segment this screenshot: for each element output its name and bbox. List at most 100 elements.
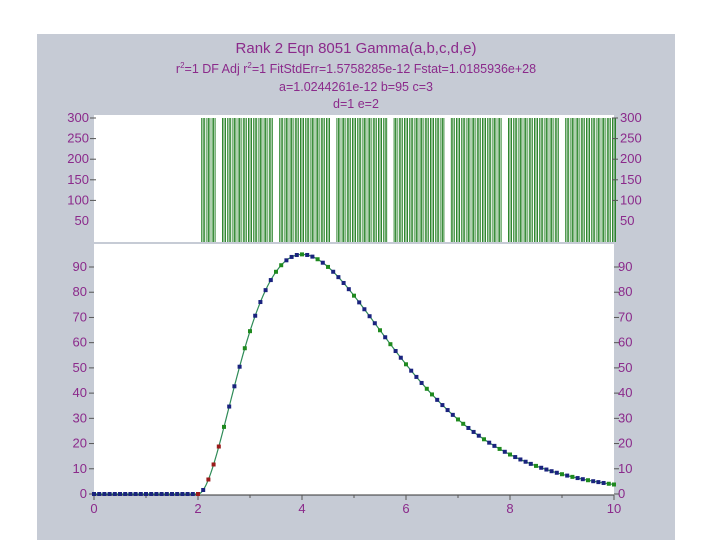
data-point xyxy=(227,404,232,409)
data-point xyxy=(445,408,450,413)
residual-y-tick-label-left: 100 xyxy=(67,192,89,207)
y-tick-label-right: 30 xyxy=(618,410,632,425)
data-point xyxy=(482,437,486,442)
data-point xyxy=(570,474,575,479)
data-point xyxy=(222,424,226,429)
data-point xyxy=(372,321,377,326)
data-point xyxy=(586,478,590,483)
data-point xyxy=(596,480,601,485)
data-point xyxy=(367,314,372,319)
data-point xyxy=(138,492,143,496)
data-point xyxy=(466,425,471,430)
data-point xyxy=(414,374,419,379)
y-tick-label-left: 30 xyxy=(73,410,87,425)
data-point xyxy=(606,481,611,486)
data-point xyxy=(170,492,174,496)
residual-y-tick-label-left: 300 xyxy=(67,110,89,125)
stats-r2-prefix: r xyxy=(175,62,181,77)
residual-y-tick-label-right: 200 xyxy=(620,151,642,166)
residual-y-tick-label-left: 250 xyxy=(67,131,89,146)
data-point xyxy=(248,329,252,334)
data-point xyxy=(471,429,476,434)
fit-statistics: r2=1 DF Adj r2=1 FitStdErr=1.5758285e-12… xyxy=(37,61,675,76)
data-point xyxy=(357,300,362,305)
x-tick-label: 8 xyxy=(506,501,513,516)
y-tick-label-left: 10 xyxy=(73,461,87,476)
data-point xyxy=(565,473,570,478)
residual-y-tick-label-right: 50 xyxy=(620,213,634,228)
data-point xyxy=(575,476,580,481)
x-tick-label: 0 xyxy=(90,501,97,516)
data-point xyxy=(518,457,523,462)
data-point xyxy=(144,492,148,496)
data-point xyxy=(289,254,294,259)
data-point xyxy=(502,449,507,454)
y-tick-label-left: 90 xyxy=(73,259,87,274)
data-point xyxy=(102,492,107,496)
x-tick-label: 6 xyxy=(402,501,409,516)
data-point xyxy=(492,443,497,448)
data-point xyxy=(92,492,96,496)
data-point xyxy=(211,462,216,467)
data-point xyxy=(253,313,258,318)
data-point xyxy=(118,492,122,496)
data-point xyxy=(580,477,585,482)
data-point xyxy=(560,472,564,477)
parameter-line-2: d=1 e=2 xyxy=(333,97,379,111)
stats-adj-sup: 2 xyxy=(247,61,252,70)
data-point xyxy=(97,492,102,496)
data-point xyxy=(378,328,382,333)
y-tick-label-right: 20 xyxy=(618,436,632,451)
y-tick-label-right: 50 xyxy=(618,360,632,375)
data-point xyxy=(300,252,304,257)
main-plot-background xyxy=(94,244,614,495)
data-point xyxy=(440,403,445,408)
y-tick-label-left: 70 xyxy=(73,309,87,324)
y-tick-label-right: 70 xyxy=(618,309,632,324)
data-point xyxy=(424,386,429,391)
data-point xyxy=(123,492,128,496)
data-point xyxy=(497,446,502,451)
data-point xyxy=(196,492,200,496)
data-point xyxy=(242,346,247,351)
data-point xyxy=(154,492,159,496)
data-point xyxy=(383,335,388,340)
data-point xyxy=(398,355,403,360)
x-tick-label: 4 xyxy=(298,501,305,516)
data-point xyxy=(206,477,211,482)
y-tick-label-left: 20 xyxy=(73,436,87,451)
data-point xyxy=(274,269,278,274)
x-tick-label: 10 xyxy=(607,501,621,516)
data-point xyxy=(612,482,616,487)
data-point xyxy=(180,492,185,496)
data-point xyxy=(190,492,195,496)
y-tick-label-left: 60 xyxy=(73,335,87,350)
data-point xyxy=(294,253,299,258)
y-tick-label-right: 80 xyxy=(618,284,632,299)
residual-y-tick-label-right: 300 xyxy=(620,110,642,125)
residual-y-tick-label-left: 150 xyxy=(67,172,89,187)
data-point xyxy=(346,287,351,292)
data-point xyxy=(107,492,112,496)
y-tick-label-left: 0 xyxy=(80,486,87,501)
y-tick-label-right: 60 xyxy=(618,335,632,350)
data-point xyxy=(216,444,221,449)
data-point xyxy=(601,480,606,485)
data-point xyxy=(409,368,414,373)
data-point xyxy=(331,269,336,274)
data-point xyxy=(263,288,268,293)
residual-y-tick-label-right: 150 xyxy=(620,172,642,187)
data-point xyxy=(133,492,138,496)
data-point xyxy=(487,440,492,445)
stats-r2-sup: 2 xyxy=(180,61,185,70)
y-tick-label-left: 40 xyxy=(73,385,87,400)
stats-rest: =1 FitStdErr=1.5758285e-12 Fstat=1.01859… xyxy=(251,62,537,77)
data-point xyxy=(305,252,310,257)
data-point xyxy=(461,421,466,426)
chart-title: Rank 2 Eqn 8051 Gamma(a,b,c,d,e) xyxy=(235,40,477,57)
data-point xyxy=(175,492,180,496)
data-point xyxy=(326,264,330,269)
data-point xyxy=(393,349,398,354)
residual-y-tick-label-left: 50 xyxy=(75,213,89,228)
